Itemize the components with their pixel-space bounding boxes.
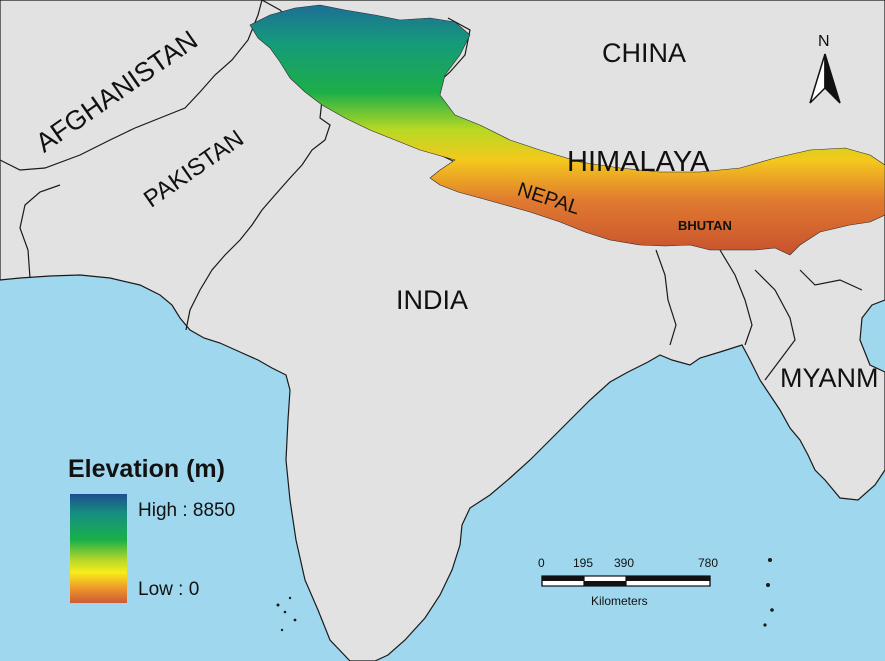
scale-tick-195: 195 bbox=[573, 556, 594, 570]
islands bbox=[276, 558, 774, 632]
scale-bar bbox=[541, 575, 711, 587]
label-bhutan: BHUTAN bbox=[678, 218, 732, 233]
himalaya-elevation bbox=[249, 4, 885, 256]
scale-tick-780: 780 bbox=[698, 556, 719, 570]
label-myanmar: MYANM bbox=[780, 363, 879, 393]
legend-high-label: High : 8850 bbox=[138, 500, 236, 521]
legend-ramp bbox=[70, 494, 127, 603]
label-himalaya: HIMALAYA bbox=[567, 146, 710, 178]
legend-low-label: Low : 0 bbox=[138, 579, 200, 600]
scale-tick-390: 390 bbox=[614, 556, 635, 570]
label-china: CHINA bbox=[602, 38, 687, 68]
north-arrow-icon bbox=[809, 53, 841, 104]
scale-tick-0: 0 bbox=[538, 556, 545, 570]
label-india: INDIA bbox=[396, 285, 469, 315]
north-arrow-label: N bbox=[818, 33, 830, 50]
legend-title: Elevation (m) bbox=[68, 455, 225, 483]
scale-unit: Kilometers bbox=[591, 594, 648, 608]
